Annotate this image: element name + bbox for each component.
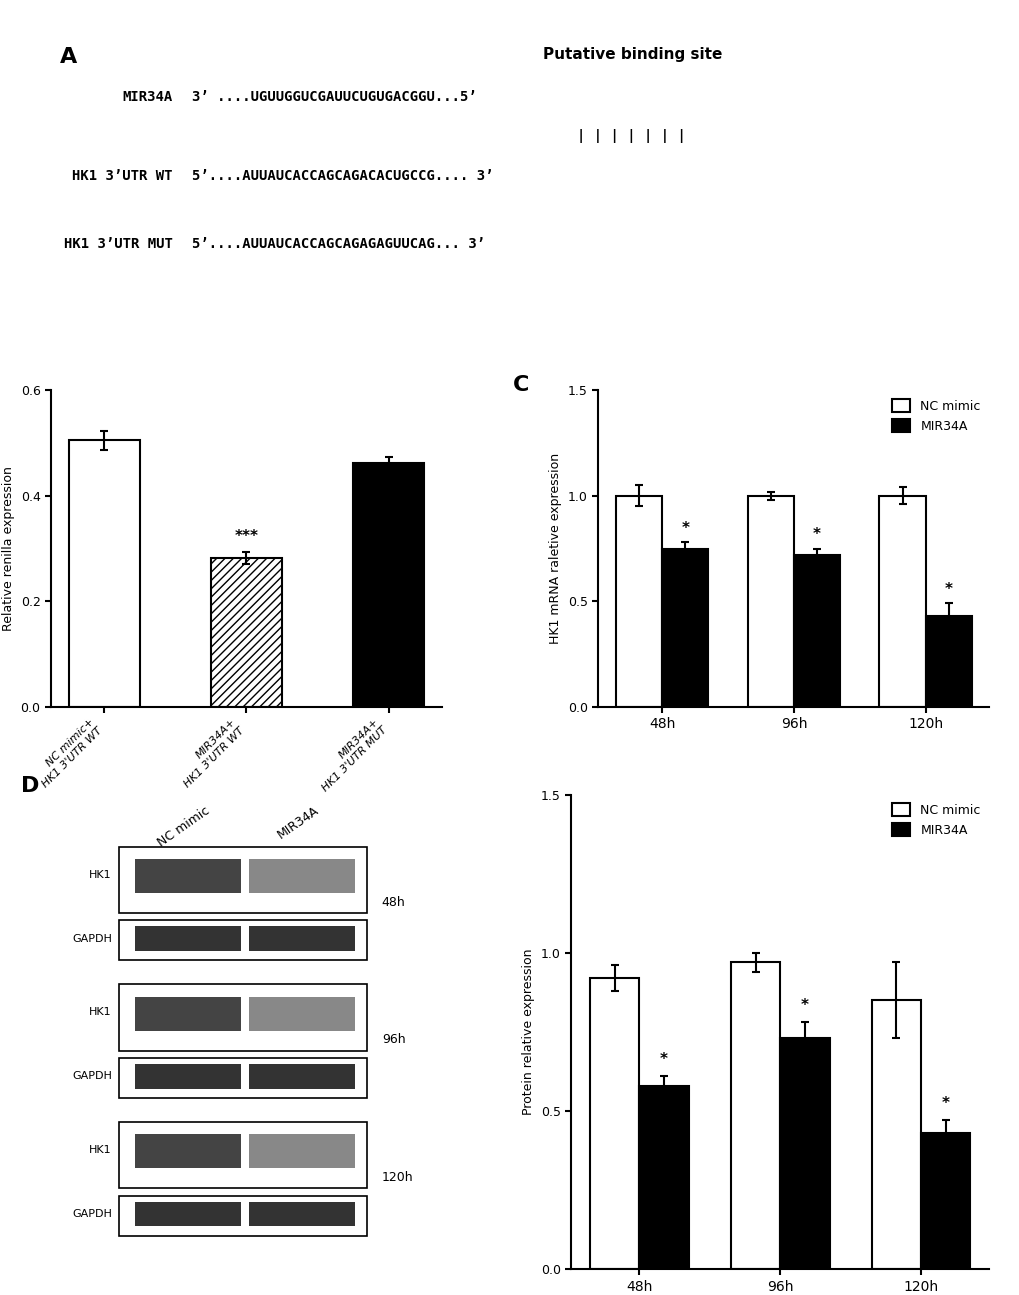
FancyBboxPatch shape (119, 984, 366, 1050)
Text: *: * (941, 1096, 949, 1111)
Y-axis label: Protein relative expression: Protein relative expression (522, 948, 535, 1115)
Text: *: * (812, 527, 820, 543)
Bar (920, 1133, 969, 1269)
Text: | | | | | | |: | | | | | | | (576, 130, 685, 144)
FancyBboxPatch shape (119, 1121, 366, 1189)
Text: *: * (681, 521, 689, 536)
Bar (878, 496, 924, 707)
FancyBboxPatch shape (135, 1202, 240, 1226)
Bar (68, 440, 140, 707)
FancyBboxPatch shape (135, 1134, 240, 1168)
Bar (924, 616, 971, 707)
Text: 120h: 120h (381, 1171, 413, 1184)
Text: HK1: HK1 (89, 869, 112, 879)
Y-axis label: HK1 mRNA raletive expression: HK1 mRNA raletive expression (549, 453, 561, 644)
Text: C: C (512, 374, 528, 395)
Text: D: D (20, 776, 39, 795)
Text: GAPDH: GAPDH (72, 1210, 112, 1219)
FancyBboxPatch shape (135, 997, 240, 1031)
FancyBboxPatch shape (119, 1058, 366, 1098)
Text: HK1 3’UTR WT: HK1 3’UTR WT (72, 168, 173, 183)
Bar (615, 496, 661, 707)
Bar (871, 1000, 920, 1269)
FancyBboxPatch shape (135, 859, 240, 894)
FancyBboxPatch shape (249, 1064, 355, 1089)
Text: 5’....AUUAUCACCAGCAGACACUGCCG.... 3’: 5’....AUUAUCACCAGCAGACACUGCCG.... 3’ (192, 168, 493, 183)
Text: *: * (659, 1052, 667, 1067)
Bar (353, 462, 424, 707)
Bar (793, 554, 840, 707)
Text: A: A (60, 47, 77, 67)
FancyBboxPatch shape (119, 921, 366, 961)
FancyBboxPatch shape (119, 1195, 366, 1235)
Text: GAPDH: GAPDH (72, 1071, 112, 1081)
Text: HK1: HK1 (89, 1145, 112, 1155)
Bar (590, 978, 639, 1269)
Bar (661, 549, 707, 707)
Legend: NC mimic, MIR34A: NC mimic, MIR34A (886, 798, 984, 842)
Bar (780, 1039, 828, 1269)
Text: ***: *** (234, 528, 258, 544)
FancyBboxPatch shape (249, 997, 355, 1031)
Bar (731, 962, 780, 1269)
FancyBboxPatch shape (249, 859, 355, 894)
Text: MIR34A: MIR34A (275, 804, 321, 842)
FancyBboxPatch shape (135, 1064, 240, 1089)
Text: 5’....AUUAUCACCAGCAGAGAGUUCAG... 3’: 5’....AUUAUCACCAGCAGAGAGUUCAG... 3’ (192, 237, 484, 251)
Text: Putative binding site: Putative binding site (542, 47, 721, 62)
Text: 3’ ....UGUUGGUCGAUUCUGUGACGGU...5’: 3’ ....UGUUGGUCGAUUCUGUGACGGU...5’ (192, 89, 476, 104)
Bar (747, 496, 793, 707)
Text: HK1: HK1 (89, 1008, 112, 1017)
Text: GAPDH: GAPDH (72, 934, 112, 944)
FancyBboxPatch shape (119, 847, 366, 913)
Y-axis label: Relative renilla expression: Relative renilla expression (2, 466, 15, 631)
Legend: NC mimic, MIR34A: NC mimic, MIR34A (886, 394, 984, 438)
FancyBboxPatch shape (135, 926, 240, 951)
Text: HK1 3’UTR MUT: HK1 3’UTR MUT (64, 237, 173, 251)
Text: NC mimic: NC mimic (156, 804, 212, 850)
Text: 96h: 96h (381, 1033, 406, 1046)
FancyBboxPatch shape (249, 1134, 355, 1168)
Text: MIR34A: MIR34A (122, 89, 173, 104)
FancyBboxPatch shape (249, 1202, 355, 1226)
Bar (211, 558, 282, 707)
Bar (639, 1085, 688, 1269)
FancyBboxPatch shape (249, 926, 355, 951)
Text: *: * (944, 581, 952, 597)
Text: *: * (800, 998, 808, 1013)
Text: 48h: 48h (381, 896, 406, 909)
